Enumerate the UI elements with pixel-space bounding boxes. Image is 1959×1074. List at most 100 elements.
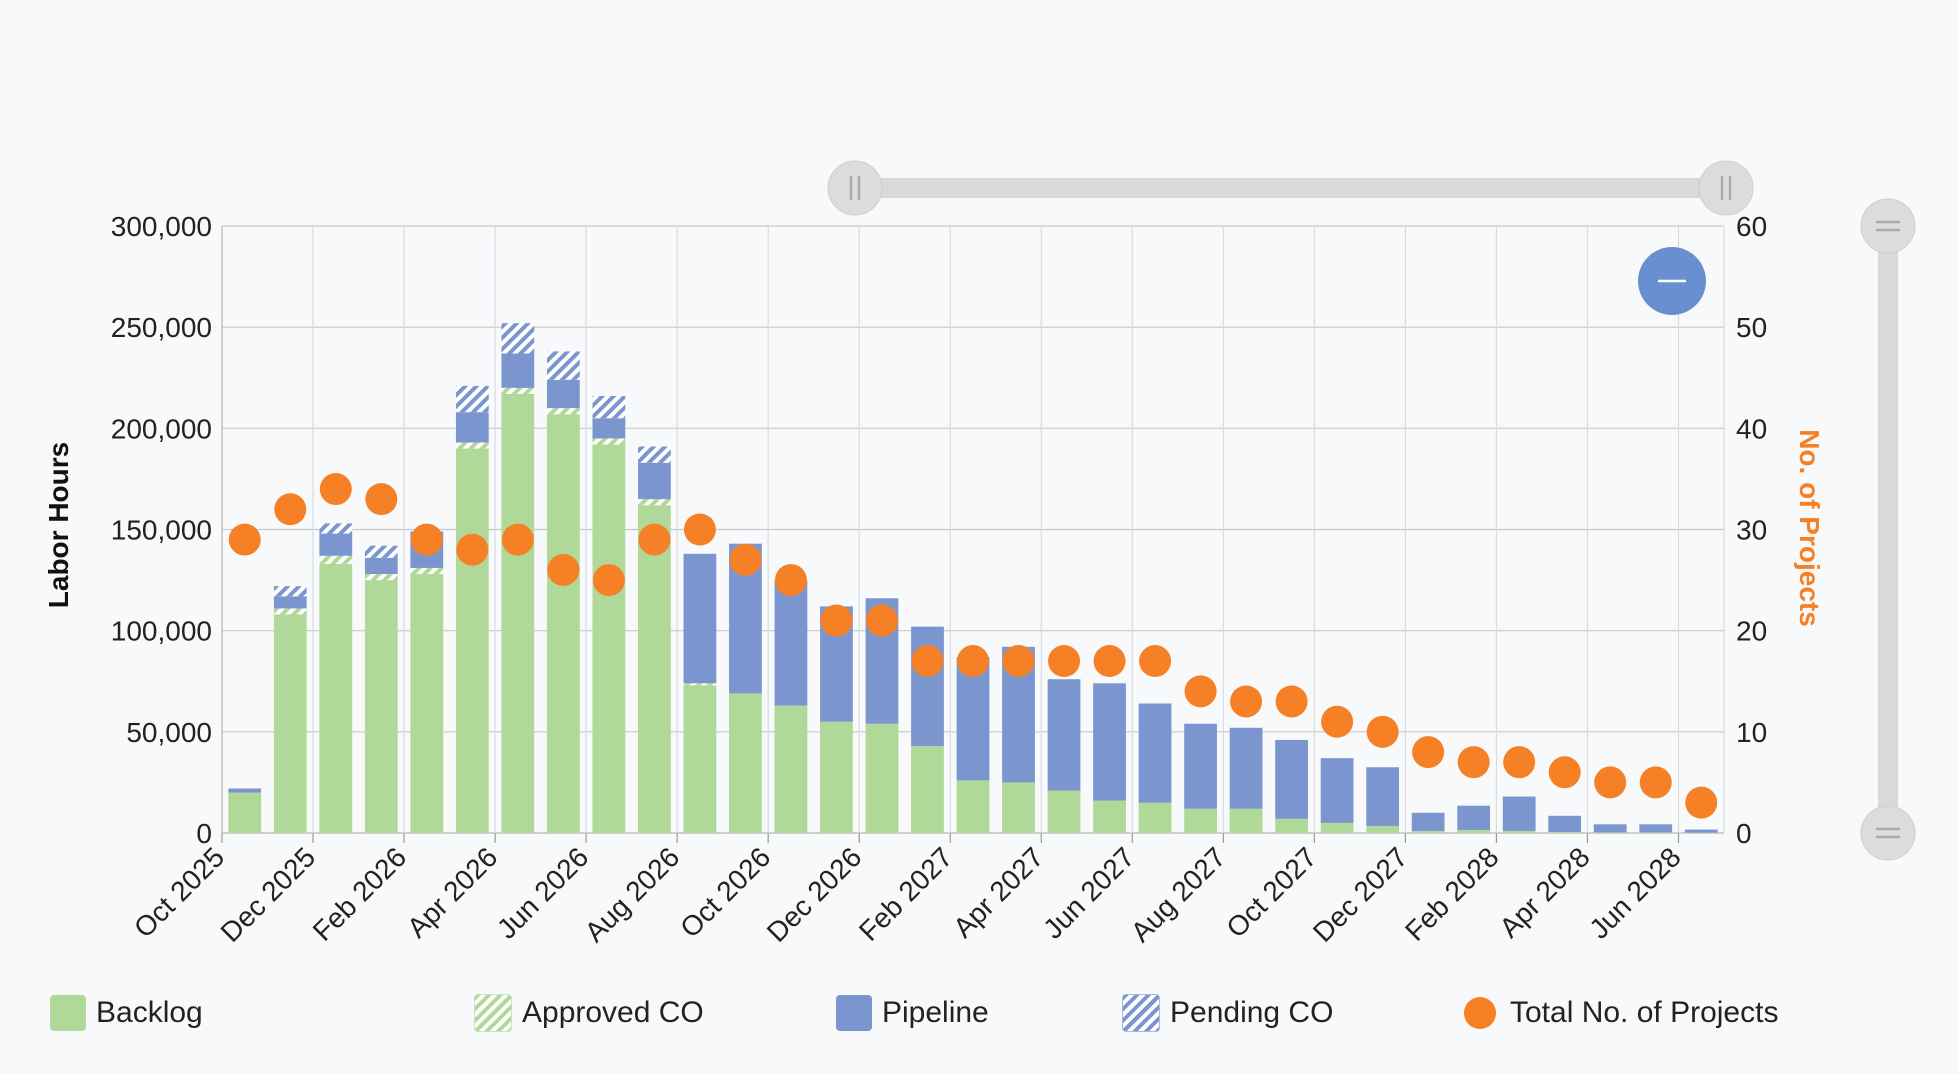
point-total-projects <box>1276 685 1308 717</box>
y2-tick-label: 60 <box>1736 211 1767 242</box>
bar-pipeline <box>775 580 808 705</box>
horizontal-scrollbar-right-handle[interactable] <box>1699 161 1753 215</box>
bar-pipeline <box>592 418 625 438</box>
legend-item-backlog[interactable]: Backlog <box>50 990 203 1036</box>
bar-pipeline <box>1275 740 1308 819</box>
axes-layer: 050,000100,000150,000200,000250,000300,0… <box>111 211 1767 948</box>
bar-backlog <box>1093 801 1126 833</box>
vertical-scrollbar-bottom-handle[interactable] <box>1861 806 1915 860</box>
x-tick-label: Aug 2027 <box>1125 841 1232 948</box>
bar-pipeline <box>319 534 352 556</box>
bar-pipeline <box>1230 728 1263 809</box>
bar-pending-co <box>365 546 398 558</box>
bar-backlog <box>1139 803 1172 833</box>
point-total-projects <box>365 483 397 515</box>
bar-pipeline <box>1503 797 1536 831</box>
y-axis-title: Labor Hours <box>43 442 74 608</box>
point-total-projects <box>320 473 352 505</box>
bar-backlog <box>410 574 443 833</box>
vertical-scrollbar-track[interactable] <box>1878 226 1898 832</box>
y2-tick-label: 10 <box>1736 717 1767 748</box>
legend-label: Pipeline <box>882 996 989 1030</box>
y-tick-label: 100,000 <box>111 616 212 647</box>
bar-pending-co <box>547 351 580 379</box>
point-total-projects <box>593 564 625 596</box>
point-total-projects <box>1594 766 1626 798</box>
bar-pipeline <box>365 558 398 574</box>
point-total-projects <box>1003 645 1035 677</box>
bar-pipeline <box>911 627 944 746</box>
x-tick-label: Apr 2026 <box>401 841 503 943</box>
y2-tick-label: 40 <box>1736 413 1767 444</box>
x-tick-label: Dec 2027 <box>1307 841 1414 948</box>
horizontal-scrollbar[interactable] <box>828 161 1753 215</box>
bar-pipeline <box>1639 824 1672 832</box>
bar-pipeline <box>1412 813 1445 831</box>
x-tick-label: Jun 2026 <box>491 841 594 944</box>
x-tick-label: Oct 2027 <box>1220 841 1322 943</box>
bar-backlog <box>866 724 899 833</box>
y2-tick-label: 20 <box>1736 616 1767 647</box>
point-total-projects <box>1367 716 1399 748</box>
pipeline-swatch-icon <box>836 995 872 1031</box>
zoom-out-button[interactable] <box>1638 247 1706 315</box>
horizontal-scrollbar-left-handle[interactable] <box>828 161 882 215</box>
point-total-projects <box>1549 756 1581 788</box>
vertical-scrollbar-top-handle[interactable] <box>1861 199 1915 253</box>
bar-backlog <box>1412 831 1445 833</box>
horizontal-scrollbar-track[interactable] <box>855 178 1725 198</box>
y2-tick-label: 50 <box>1736 312 1767 343</box>
bar-pipeline <box>1184 724 1217 809</box>
point-total-projects <box>456 534 488 566</box>
bar-approved-co <box>684 683 717 685</box>
y-tick-label: 250,000 <box>111 312 212 343</box>
bar-pipeline <box>274 596 307 608</box>
x-tick-label: Oct 2026 <box>674 841 776 943</box>
bar-backlog <box>1275 819 1308 833</box>
legend: Backlog Approved CO Pipeline Pending CO … <box>50 990 1810 1036</box>
y2-tick-label: 30 <box>1736 515 1767 546</box>
vertical-scrollbar[interactable] <box>1861 199 1915 860</box>
bar-backlog <box>1230 809 1263 833</box>
point-total-projects <box>1412 736 1444 768</box>
legend-item-pending-co[interactable]: Pending CO <box>1122 990 1333 1036</box>
x-tick-label: Apr 2028 <box>1493 841 1595 943</box>
legend-label: Pending CO <box>1170 996 1333 1030</box>
bar-pipeline <box>1048 679 1081 790</box>
bar-backlog <box>501 394 534 833</box>
legend-item-total-projects[interactable]: Total No. of Projects <box>1464 990 1778 1036</box>
bar-backlog <box>729 693 762 833</box>
x-tick-label: Dec 2025 <box>215 841 322 948</box>
bar-backlog <box>684 685 717 833</box>
point-total-projects <box>1139 645 1171 677</box>
legend-label: Approved CO <box>522 996 704 1030</box>
y-tick-label: 50,000 <box>126 717 212 748</box>
bar-pending-co <box>274 586 307 596</box>
bar-pipeline <box>1093 683 1126 800</box>
bar-approved-co <box>410 568 443 574</box>
bar-backlog <box>456 449 489 833</box>
x-tick-label: Aug 2026 <box>579 841 686 948</box>
y-tick-label: 200,000 <box>111 413 212 444</box>
bar-approved-co <box>501 388 534 394</box>
x-tick-label: Feb 2026 <box>307 841 413 947</box>
x-tick-label: Oct 2025 <box>128 841 230 943</box>
bar-approved-co <box>456 442 489 448</box>
legend-item-approved-co[interactable]: Approved CO <box>474 990 704 1036</box>
bar-backlog <box>1503 831 1536 833</box>
bar-pending-co <box>638 447 671 463</box>
point-total-projects <box>775 564 807 596</box>
bar-backlog <box>592 445 625 833</box>
bar-backlog <box>228 793 261 833</box>
point-total-projects <box>411 524 443 556</box>
x-tick-label: Feb 2027 <box>853 841 959 947</box>
point-total-projects <box>957 645 989 677</box>
point-total-projects <box>684 514 716 546</box>
legend-item-pipeline[interactable]: Pipeline <box>836 990 989 1036</box>
legend-label: Total No. of Projects <box>1510 996 1778 1030</box>
point-total-projects <box>502 524 534 556</box>
point-total-projects <box>866 605 898 637</box>
bar-pipeline <box>1685 830 1718 833</box>
bar-backlog <box>1321 823 1354 833</box>
